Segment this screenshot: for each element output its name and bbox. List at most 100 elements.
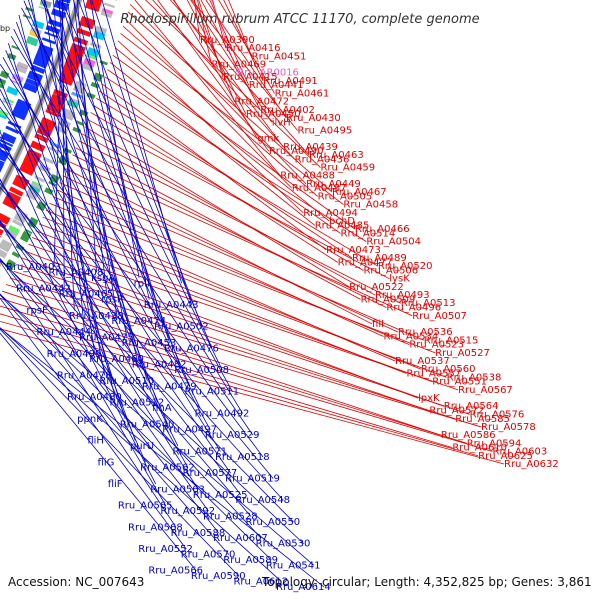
leader-line (0, 320, 479, 457)
leader-line (21, 7, 233, 392)
leader-line (43, 0, 181, 365)
leader-line (0, 186, 284, 501)
feature-label: Rru_A0527 (435, 348, 490, 359)
forward-feature-secondary (85, 52, 98, 61)
reverse-feature (36, 49, 52, 60)
leader-line (72, 154, 387, 308)
leader-line (0, 297, 467, 444)
feature-label: Rru_A0552 (138, 544, 193, 555)
reverse-feature (44, 31, 59, 39)
feature-label: Rru_A0403 (6, 262, 61, 273)
leader-line (15, 21, 158, 403)
leader-line (0, 328, 240, 577)
gc-skew-mark (4, 261, 15, 271)
leader-line (197, 0, 212, 65)
feature-label: Rru_A0458 (343, 200, 398, 211)
leader-line (75, 147, 361, 300)
feature-label: Rru_A0499 (47, 349, 102, 360)
forward-feature-secondary (0, 249, 8, 259)
feature-label: Rru_A0570 (181, 549, 236, 560)
leader-line (65, 168, 373, 325)
leader-line (49, 202, 436, 354)
gc-skew-mark (44, 187, 54, 196)
gc-skew-mark-inner (0, 70, 10, 79)
forward-feature-secondary (83, 57, 96, 67)
feature-label: Rru_A0441 (249, 80, 304, 91)
feature-label: Rru_A0495 (298, 125, 353, 136)
leader-line (96, 97, 379, 267)
genome-summary-text: Topology: circular; Length: 4,352,825 bp… (261, 575, 592, 589)
forward-feature (14, 174, 30, 186)
reverse-feature (5, 125, 20, 135)
leader-line (13, 28, 201, 409)
leader-line (125, 18, 293, 189)
forward-feature (73, 36, 89, 46)
feature-label: Rru_A0557 (406, 369, 461, 380)
forward-feature (76, 29, 91, 37)
forward-feature (0, 235, 1, 238)
forward-feature-secondary (0, 264, 1, 267)
feature-label: Rru_A0436 (295, 154, 350, 165)
feature-label: Rru_A0509 (361, 294, 416, 305)
gc-skew-mark (29, 216, 39, 225)
leader-line (186, 0, 247, 115)
forward-feature (23, 157, 38, 167)
feature-label: Rru_A0536 (398, 327, 453, 338)
leader-line (228, 0, 253, 57)
gc-skew-mark (79, 109, 89, 117)
leader-line (0, 294, 315, 566)
feature-label: Rru_A0515 (424, 335, 479, 346)
kbp-tick-label: 600 kbp (0, 24, 10, 33)
feature-label: Rru_A0564 (444, 401, 499, 412)
leader-line (87, 119, 390, 280)
feature-label: lysK (389, 274, 410, 285)
leader-line (127, 11, 333, 193)
reverse-feature-secondary (10, 79, 22, 86)
leader-line (191, 0, 298, 131)
forward-feature (19, 164, 35, 176)
leader-line (218, 0, 275, 94)
feature-label: Rru_A0469 (211, 60, 266, 71)
feature-label: Rru_A0548 (235, 495, 290, 506)
feature-label: Rru_A0563 (150, 484, 205, 495)
feature-label: Rru_A0537 (395, 356, 450, 367)
leader-line (157, 0, 270, 152)
leader-line (209, 0, 250, 86)
reverse-feature (0, 162, 5, 170)
reverse-feature (30, 64, 46, 75)
reverse-feature-secondary (6, 85, 19, 96)
feature-label: Rru_A0442 (16, 284, 71, 295)
leader-line (0, 219, 209, 512)
feature-label: bchD (329, 216, 355, 227)
feature-label: Rru_A0489 (352, 253, 407, 264)
feature-label: purU (130, 441, 154, 452)
feature-label: Rru_A0603 (493, 446, 548, 457)
leader-line (5, 284, 482, 428)
feature-label: Rru_A0551 (432, 377, 487, 388)
gc-skew-mark-inner (22, 14, 31, 19)
leader-line (99, 90, 353, 259)
forward-feature-secondary (7, 225, 21, 237)
feature-label: Rru_A0529 (205, 430, 260, 441)
leader-line (112, 54, 356, 230)
leader-line (0, 182, 242, 496)
reverse-feature-secondary (0, 129, 2, 133)
feature-label: Rru_A0490 (269, 146, 324, 157)
feature-label: lpxK (418, 393, 440, 404)
feature-label: Rru_A0566 (148, 566, 203, 577)
feature-label: fliG (98, 457, 115, 468)
forward-feature (79, 15, 96, 28)
feature-label: Rru_A0632 (504, 459, 559, 470)
feature-label: Rru_A0576 (470, 409, 525, 420)
leader-line (117, 40, 304, 214)
feature-label: Rru_A0589 (223, 555, 278, 566)
feature-label: Rru_A0513 (401, 298, 456, 309)
feature-label: Rru_A0492 (195, 408, 250, 419)
feature-label: Rru_A0488 (280, 171, 335, 182)
feature-label: flhA (152, 403, 172, 414)
leader-line (0, 106, 264, 458)
leader-line (0, 88, 179, 447)
feature-label: Rru_A0402 (260, 105, 315, 116)
leader-line (145, 0, 321, 168)
